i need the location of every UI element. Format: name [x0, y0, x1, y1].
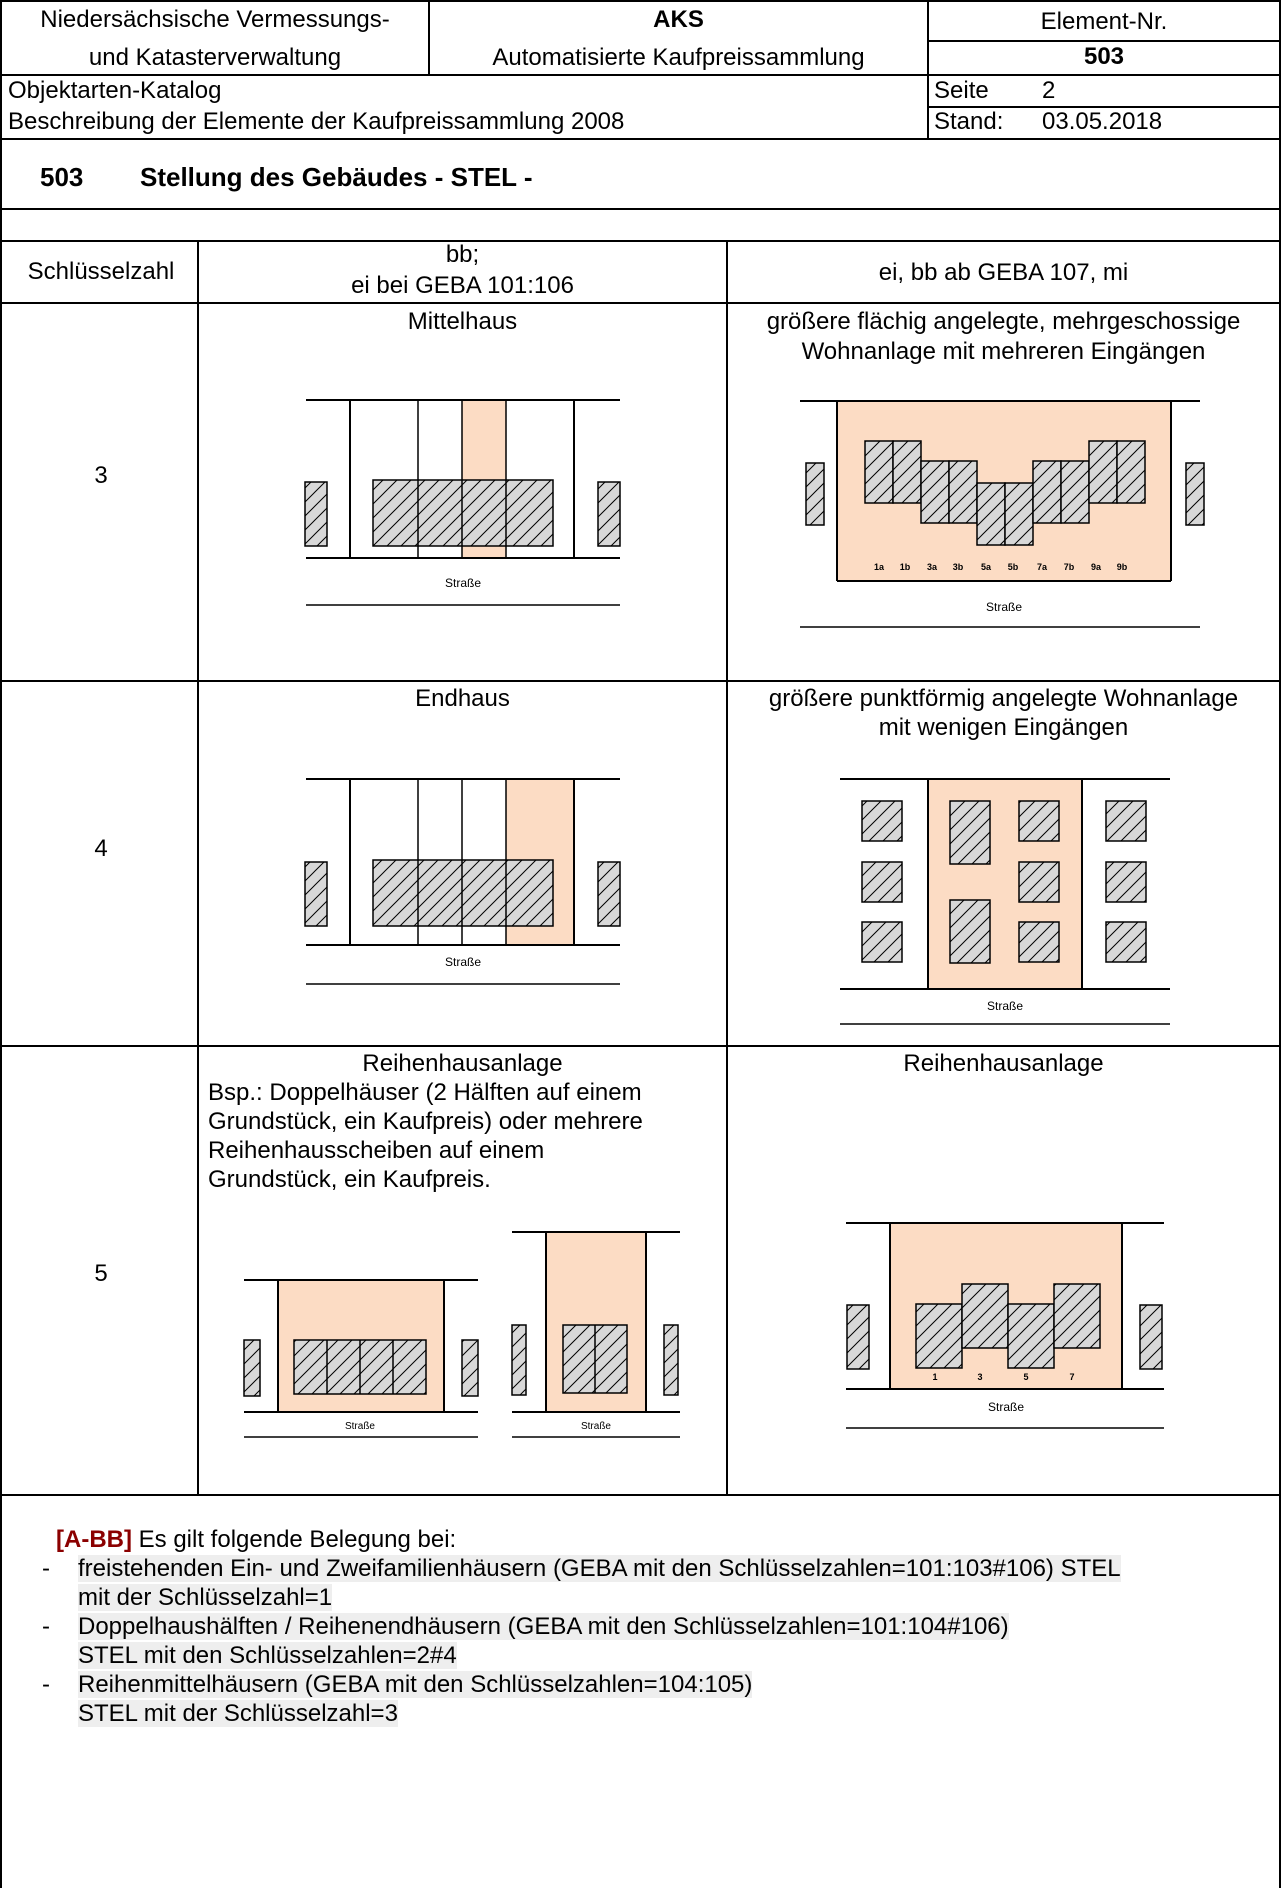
figure-wohnanlage-flaechig: 1a 1b 3a 3b 5a 5b 7a 7b 9a 9b Straße: [800, 400, 1205, 628]
house-number: 7a: [1037, 562, 1048, 572]
notes-intro-text: Es gilt folgende Belegung bei:: [131, 1526, 457, 1553]
catalog-title: Objektarten-Katalog: [8, 77, 222, 104]
description-line: Bsp.: Doppelhäuser (2 Hälften auf einem: [208, 1079, 642, 1106]
row3-b-title-line2: Wohnanlage mit mehreren Eingängen: [801, 338, 1206, 365]
street-label: Straße: [445, 576, 481, 590]
house-number: 1b: [900, 562, 911, 572]
col-header-b: ei, bb ab GEBA 107, mi: [878, 259, 1129, 286]
street-label: Straße: [988, 1400, 1024, 1414]
row3-a-title: Mittelhaus: [407, 308, 518, 335]
house-number: 3: [977, 1372, 982, 1382]
house-number: 5: [1023, 1372, 1028, 1382]
item-line: Doppelhaushälften / Reihenendhäusern (GE…: [78, 1613, 1009, 1640]
col-header-key: Schlüsselzahl: [27, 258, 175, 285]
list-item: - Doppelhaushälften / Reihenendhäusern (…: [42, 1613, 1009, 1669]
row5-a-description: Bsp.: Doppelhäuser (2 Hälften auf einem …: [208, 1078, 643, 1194]
row-key-4: 4: [94, 835, 108, 862]
date-value: 03.05.2018: [1042, 108, 1163, 135]
row4-b-title-line2: mit wenigen Eingängen: [878, 714, 1129, 741]
row5-b-title: Reihenhausanlage: [903, 1050, 1104, 1077]
page-label: Seite: [934, 77, 989, 104]
item-line: mit der Schlüsselzahl=1: [78, 1584, 333, 1611]
house-number: 3b: [953, 562, 964, 572]
description-line: Grundstück, ein Kaufpreis) oder mehrere: [208, 1108, 643, 1135]
house-number: 1a: [874, 562, 885, 572]
row4-b-title-line1: größere punktförmig angelegte Wohnanlage: [768, 685, 1239, 712]
section-title: Stellung des Gebäudes - STEL -: [140, 162, 533, 192]
agency-line-1: Niedersächsische Vermessungs-: [40, 6, 390, 33]
row4-a-title: Endhaus: [415, 685, 510, 712]
description-line: Reihenhausscheiben auf einem: [208, 1137, 545, 1164]
street-label: Straße: [445, 955, 481, 969]
row-key-5: 5: [94, 1260, 108, 1287]
figure-reihenhausanlage: 1 3 5 7 Straße: [846, 1222, 1164, 1429]
section-number: 503: [40, 162, 84, 192]
row3-b-title-line1: größere flächig angelegte, mehrgeschossi…: [766, 308, 1241, 335]
row-key-3: 3: [94, 462, 108, 489]
figure-wohnanlage-punktfoermig: Straße: [840, 778, 1170, 1025]
list-item: - Reihenmittelhäusern (GEBA mit den Schl…: [42, 1671, 753, 1727]
house-number: 3a: [927, 562, 938, 572]
system-abbr: AKS: [653, 6, 704, 33]
notes-intro: [A-BB] Es gilt folgende Belegung bei:: [56, 1525, 1256, 1554]
house-number: 5b: [1008, 562, 1019, 572]
house-number: 5a: [981, 562, 992, 572]
list-item: - freistehenden Ein- und Zweifamilienhäu…: [42, 1555, 1121, 1611]
figure-reihenhausscheibe: Straße: [511, 1231, 680, 1438]
figure-doppelhaus: Straße: [243, 1279, 479, 1438]
house-number: 9a: [1091, 562, 1102, 572]
house-number: 1: [932, 1372, 937, 1382]
col-header-a-line2: ei bei GEBA 101:106: [351, 272, 574, 299]
system-name: Automatisierte Kaufpreissammlung: [492, 44, 865, 71]
street-label: Straße: [987, 999, 1023, 1013]
catalog-subtitle: Beschreibung der Elemente der Kaufpreiss…: [8, 108, 625, 135]
street-label: Straße: [345, 1421, 375, 1432]
street-label: Straße: [986, 600, 1022, 614]
date-label: Stand:: [934, 108, 1004, 135]
house-number: 7: [1069, 1372, 1074, 1382]
page-number: 2: [1042, 77, 1056, 104]
element-label: Element-Nr.: [1040, 8, 1168, 35]
item-line: STEL mit den Schlüsselzahlen=2#4: [78, 1642, 457, 1669]
house-number: 7b: [1064, 562, 1075, 572]
item-line: STEL mit der Schlüsselzahl=3: [78, 1700, 398, 1727]
col-header-a-line1: bb;: [445, 241, 480, 268]
figure-endhaus: Straße: [304, 778, 621, 985]
figure-mittelhaus: Straße: [304, 399, 621, 606]
description-line: Grundstück, ein Kaufpreis.: [208, 1166, 491, 1193]
item-line: Reihenmittelhäusern (GEBA mit den Schlüs…: [78, 1671, 753, 1698]
street-label: Straße: [581, 1421, 611, 1432]
rule-tag: [A-BB]: [56, 1526, 132, 1553]
item-line: freistehenden Ein- und Zweifamilienhäuse…: [78, 1555, 1121, 1582]
assignment-notes: [A-BB] Es gilt folgende Belegung bei: - …: [42, 1525, 1256, 1728]
element-number: 503: [1083, 43, 1125, 70]
row5-a-title: Reihenhausanlage: [362, 1050, 563, 1077]
house-number: 9b: [1117, 562, 1128, 572]
agency-line-2: und Katasterverwaltung: [88, 44, 342, 71]
